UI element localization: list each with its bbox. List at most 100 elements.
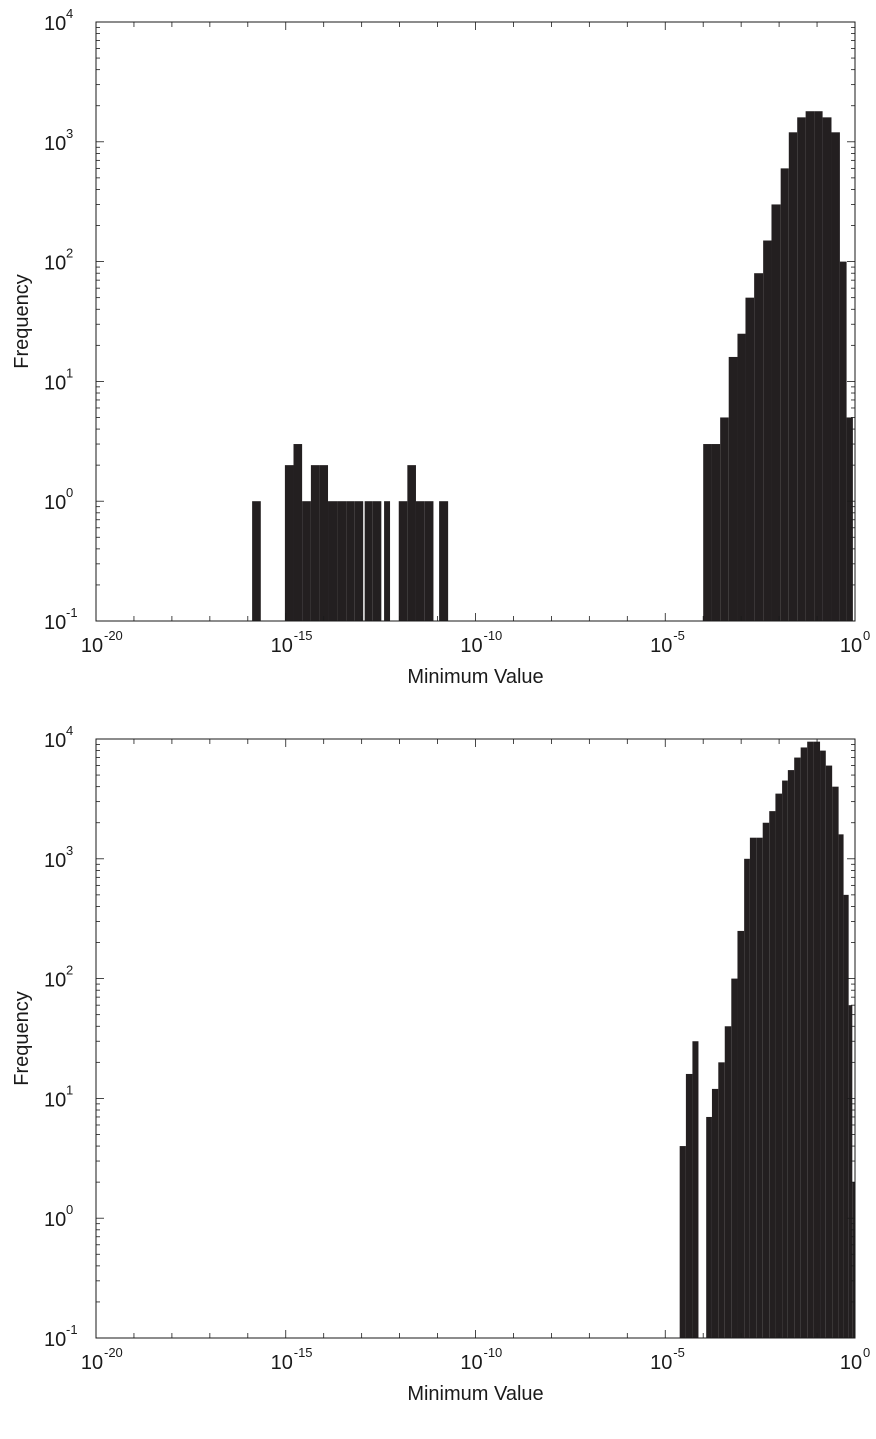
histogram-bar: [800, 747, 808, 1338]
y-tick-label-exponent: 0: [66, 485, 73, 500]
histogram-bar: [737, 333, 746, 621]
histogram-bar: [706, 1116, 712, 1338]
histogram-bar: [439, 501, 449, 621]
y-tick-label: 10: [44, 253, 66, 275]
histogram-bar: [745, 297, 755, 621]
histogram-bar: [679, 1146, 686, 1338]
y-tick-label-exponent: 2: [66, 963, 73, 978]
y-tick-label: 10: [44, 730, 66, 752]
histogram-bar: [346, 501, 355, 621]
histogram-bar: [782, 780, 788, 1338]
y-tick-label: 10: [44, 1209, 66, 1231]
histogram-bar: [762, 822, 770, 1338]
histogram-bar: [749, 837, 757, 1338]
x-axis-title: Minimum Value: [407, 1383, 543, 1405]
y-tick-label-exponent: 1: [66, 1082, 73, 1097]
histogram-bar: [724, 1026, 732, 1338]
histogram-chart-bottom: 10 -20 10 -15 10 -10 10 -5 10 0 10 -1 10 0 10 1 10 2 10 3 10…: [0, 717, 876, 1434]
histogram-bar: [744, 858, 750, 1338]
y-tick-label: 10: [44, 612, 66, 634]
histogram-bar: [820, 750, 826, 1338]
histogram-bar: [398, 501, 408, 621]
histogram-bar: [685, 1073, 693, 1338]
y-tick-label-exponent: 3: [66, 843, 73, 858]
histogram-bar: [787, 770, 795, 1338]
tick-marks: [95, 738, 856, 1339]
x-tick-label: 10: [81, 635, 103, 657]
histogram-bar: [384, 501, 391, 621]
y-axis-title: Frequency: [11, 274, 33, 369]
y-axis-title: Frequency: [11, 991, 33, 1086]
x-tick-label: 10: [650, 1352, 672, 1374]
histogram-bar: [337, 501, 347, 621]
histogram-bar: [769, 811, 776, 1338]
histogram-bar: [814, 111, 823, 621]
histogram-bar: [825, 765, 833, 1338]
histogram-bar: [839, 261, 847, 621]
x-tick-label: 10: [271, 635, 293, 657]
histogram-bar: [328, 501, 338, 621]
histogram-bar: [763, 240, 772, 621]
y-tick-label-exponent: 4: [66, 6, 73, 21]
y-tick-label: 10: [44, 970, 66, 992]
histogram-bar: [310, 465, 320, 621]
x-tick-label-exponent: -10: [484, 1345, 503, 1360]
histogram-bar: [364, 501, 373, 621]
histogram-bar: [711, 1088, 719, 1338]
y-tick-label: 10: [44, 133, 66, 155]
histogram-bar: [832, 786, 839, 1338]
histogram-bar: [754, 273, 764, 621]
y-tick-label-exponent: 3: [66, 126, 73, 141]
x-tick-label: 10: [460, 635, 482, 657]
histogram-bar: [711, 444, 721, 621]
y-tick-label: 10: [44, 850, 66, 872]
x-tick-label: 10: [81, 1352, 103, 1374]
x-tick-label-exponent: -5: [673, 628, 685, 643]
histogram-bar: [302, 501, 311, 621]
y-tick-label-exponent: -1: [66, 1322, 78, 1337]
y-tick-label: 10: [44, 372, 66, 394]
histogram-bar: [293, 444, 303, 621]
histogram-bar: [407, 465, 416, 621]
y-tick-label-exponent: 0: [66, 1202, 73, 1217]
x-tick-label-exponent: -10: [484, 628, 503, 643]
x-tick-label: 10: [840, 635, 862, 657]
histogram-plot-top: 10 -20 10 -15 10 -10 10 -5 10 010 -110 010 110 210 310…: [11, 6, 870, 688]
y-tick-label: 10: [44, 1329, 66, 1351]
histogram-bar: [843, 894, 849, 1338]
y-tick-label-exponent: 2: [66, 246, 73, 261]
histogram-bar: [831, 132, 840, 621]
x-tick-label: 10: [271, 1352, 293, 1374]
x-tick-label-exponent: -20: [104, 1345, 123, 1360]
y-tick-label-exponent: 1: [66, 365, 73, 380]
histogram-bar: [794, 757, 801, 1338]
histogram-bar: [780, 168, 789, 621]
histogram-bar: [822, 117, 832, 621]
y-tick-label: 10: [44, 492, 66, 514]
histogram-bar: [284, 465, 294, 621]
x-tick-label-exponent: 0: [863, 628, 870, 643]
histogram-bar: [692, 1041, 699, 1338]
x-tick-label-exponent: -15: [294, 1345, 313, 1360]
histogram-bar: [813, 741, 821, 1338]
histogram-bar: [703, 444, 712, 621]
histogram-bar: [852, 1182, 855, 1338]
histogram-bar: [319, 465, 329, 621]
histogram-bar: [415, 501, 425, 621]
histogram-bar: [731, 978, 738, 1338]
y-tick-label-exponent: 4: [66, 723, 73, 738]
x-tick-label: 10: [650, 635, 672, 657]
histogram-bar: [788, 132, 798, 621]
histogram-bar: [728, 356, 738, 621]
histogram-bar: [805, 111, 815, 621]
histogram-plot-bottom: 10 -20 10 -15 10 -10 10 -5 10 010 -110 010 110 210 310…: [11, 723, 870, 1405]
x-tick-label: 10: [460, 1352, 482, 1374]
histogram-bar: [424, 501, 434, 621]
histogram-bar: [372, 501, 382, 621]
histogram-bar: [775, 793, 783, 1338]
bars-group: [679, 741, 855, 1338]
histogram-bar: [756, 837, 763, 1338]
x-tick-label-exponent: -5: [673, 1345, 685, 1360]
x-tick-label: 10: [840, 1352, 862, 1374]
histogram-bar: [354, 501, 364, 621]
